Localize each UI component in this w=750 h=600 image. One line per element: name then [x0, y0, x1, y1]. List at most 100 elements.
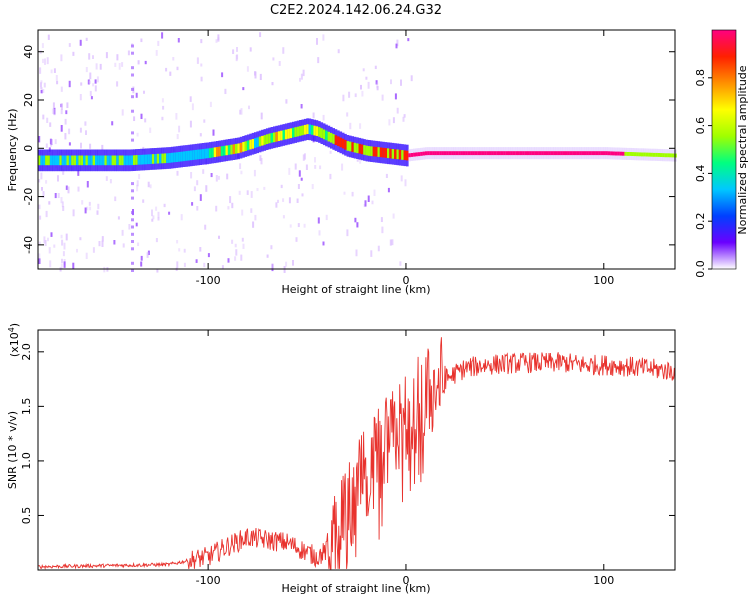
spectrogram-noise-cell: [325, 214, 328, 221]
spectrogram-ridge-core: [128, 155, 131, 166]
colorbar-tick-label: 0.2: [694, 212, 707, 230]
spectrogram-ridge-core: [178, 152, 181, 162]
spectrogram-noise-cell: [86, 206, 89, 211]
spectrogram-noise-cell: [131, 189, 134, 193]
spectrogram-noise-cell: [200, 63, 203, 67]
spectrogram-noise-cell: [50, 232, 53, 237]
spectrogram-noise-cell: [42, 58, 44, 64]
spectrogram-noise-cell: [79, 39, 82, 46]
spectrogram-ridge-core: [472, 151, 475, 156]
spectrogram-noise-cell: [374, 65, 377, 70]
spectrogram-ridge-core: [612, 151, 616, 156]
spectrogram-noise-cell: [65, 185, 68, 190]
spectrogram-ridge-core: [598, 151, 601, 156]
spectrogram-noise-cell: [199, 194, 202, 201]
spectrogram-noise-cell: [311, 184, 314, 190]
spectrogram-ridge-core: [453, 151, 456, 156]
spectrogram-noise-cell: [49, 138, 52, 145]
spectrogram-noise-cell: [399, 261, 402, 266]
spectrogram-ridge-core: [650, 152, 654, 157]
spectrogram-noise-cell: [277, 199, 279, 203]
spectrogram-noise-cell: [50, 69, 53, 74]
spectrogram-noise-cell: [118, 63, 121, 70]
spectrogram-noise-cell: [77, 170, 80, 176]
spectrogram-ridge-core: [211, 147, 214, 158]
spectrogram-ridge-core: [439, 151, 442, 156]
spectrogram-noise-cell: [288, 197, 291, 204]
spectrogram-noise-cell: [202, 169, 205, 174]
spectrogram-ridge-core: [422, 151, 426, 156]
spectrogram-noise-cell: [236, 47, 238, 52]
colorbar-gradient: [711, 29, 737, 270]
spectrogram-noise-cell: [79, 94, 82, 101]
spectrogram-ridge-core: [534, 151, 537, 156]
spectrogram-ridge-core: [125, 155, 129, 166]
spectrogram-noise-cell: [80, 142, 82, 149]
spectrogram-noise-cell: [45, 210, 48, 218]
spectrogram-ridge-core: [351, 142, 354, 152]
spectrogram-noise-cell: [275, 202, 278, 208]
spectrogram-noise-cell: [121, 109, 124, 116]
spectrogram-noise-cell: [60, 263, 63, 270]
spectrogram-ridge-core: [296, 126, 300, 137]
spectrogram-noise-cell: [97, 203, 100, 210]
spectrogram-noise-cell: [266, 254, 269, 258]
spectrogram-noise-cell: [285, 99, 288, 104]
spectrogram-noise-cell: [229, 196, 232, 204]
spectrogram-noise-cell: [95, 63, 98, 70]
spectrogram-noise-cell: [239, 109, 242, 115]
spectrogram-ridge-core: [237, 143, 240, 154]
spectrogram-noise-cell: [298, 170, 301, 177]
spectrogram-y-tick-label: 0: [22, 145, 35, 152]
spectrogram-noise-cell: [105, 176, 108, 181]
spectrogram-y-tick-label: -20: [22, 188, 35, 206]
spectrogram-noise-cell: [131, 73, 134, 77]
spectrogram-ridge-core: [629, 152, 632, 156]
spectrogram-ridge-core: [517, 151, 521, 156]
spectrogram-ridge-core: [242, 142, 245, 152]
spectrogram-ridge-core: [652, 152, 656, 157]
spectrogram-noise-cell: [41, 43, 44, 49]
spectrogram-ridge-core: [95, 155, 98, 166]
spectrogram-noise-cell: [121, 229, 124, 236]
spectrogram-ridge-layer: [38, 118, 677, 172]
spectrogram-ridge-core: [638, 152, 642, 157]
spectrogram-noise-cell: [131, 225, 134, 229]
spectrogram-noise-cell: [127, 50, 130, 56]
spectrogram-noise-cell: [172, 57, 175, 61]
spectrogram-ridge-core: [123, 155, 127, 166]
snr-y-tick-label: 1.5: [20, 398, 33, 416]
spectrogram-noise-cell: [152, 215, 155, 220]
spectrogram-ridge-core: [318, 127, 321, 137]
spectrogram-ridge-core: [83, 155, 86, 166]
spectrogram-ridge-core: [246, 140, 250, 151]
spectrogram-noise-cell: [303, 223, 306, 228]
spectrogram-ridge-core: [151, 154, 155, 164]
spectrogram-noise-cell: [176, 261, 179, 268]
spectrogram-noise-cell: [88, 53, 91, 60]
spectrogram-ridge-core: [268, 133, 271, 144]
spectrogram-noise-cell: [396, 39, 399, 47]
spectrogram-noise-cell: [161, 98, 164, 103]
spectrogram-ridge-core: [199, 149, 202, 160]
spectrogram-ridge-core: [470, 151, 473, 156]
spectrogram-ridge-core: [187, 150, 191, 161]
spectrogram-ridge-core: [633, 152, 637, 157]
spectrogram-ridge-core: [218, 146, 221, 157]
spectrogram-noise-cell: [84, 121, 87, 126]
spectrogram-noise-cell: [387, 187, 390, 193]
spectrogram-ridge-core: [479, 151, 483, 156]
spectrogram-ridge-core: [424, 151, 428, 156]
spectrogram-noise-cell: [98, 241, 101, 247]
spectrogram-noise-cell: [215, 175, 218, 182]
spectrogram-ridge-core: [175, 152, 179, 162]
spectrogram-noise-cell: [288, 167, 291, 175]
spectrogram-noise-cell: [380, 217, 383, 223]
colorbar: 0.0 0.2 0.4 0.6 0.8 Normalized spectral ampl…: [694, 29, 749, 278]
spectrogram-ridge-core: [377, 147, 381, 157]
spectrogram-noise-cell: [260, 112, 263, 120]
spectrogram-ridge-core: [529, 151, 532, 156]
spectrogram-noise-cell: [218, 235, 220, 239]
snr-panel: -100 0 100 0.5 1.0 1.5 2.0 Height of straight…: [6, 323, 676, 595]
spectrogram-ridge-core: [667, 153, 670, 158]
